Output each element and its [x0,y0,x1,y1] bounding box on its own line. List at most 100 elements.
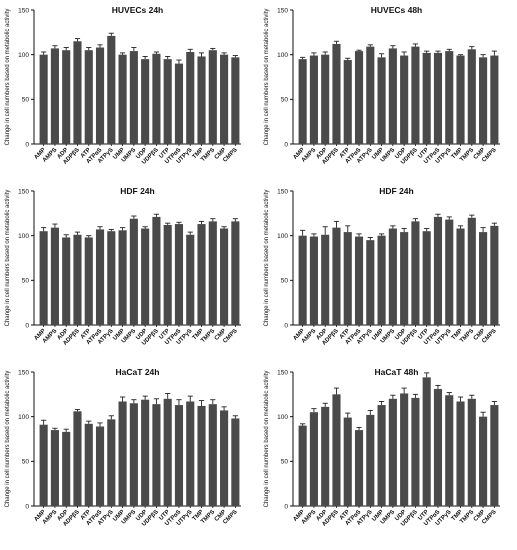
bar-ADP [62,431,71,506]
bar-UTP [422,231,431,325]
bar-UDP [141,59,150,145]
bar-CMPS [231,221,240,325]
bar-ATPγS [107,35,116,145]
bar-TMPS [467,217,476,325]
y-axis-label: Change in cell numbers based on metaboli… [5,9,11,146]
bar-ADPβS [73,234,82,325]
bar-UMP [377,405,386,506]
bar-UDP [400,55,409,145]
y-tick-label: 100 [18,233,29,240]
bar-CMPS [231,418,240,506]
bar-AMP [39,231,48,325]
bar-UTPγS [186,234,195,325]
y-tick-label: 50 [281,459,289,466]
y-tick-label: 0 [284,503,288,510]
bar-TMP [197,224,206,325]
y-tick-label: 100 [18,52,29,59]
bar-ATPαS [95,229,105,325]
bar-AMPS [309,412,318,506]
bar-UTPαS [433,216,443,325]
bar-TMP [456,55,465,145]
bar-ADPβS [73,411,82,506]
bar-UTP [422,377,431,506]
bar-ADP [62,50,71,145]
bar-UDPβS [152,216,161,325]
bar-ATPγS [366,240,375,325]
bar-ATP [84,50,93,145]
bar-UTPγS [186,51,195,145]
chart-panel-2: 0 50 100 150 HUVECs 48h Change in cell number… [264,5,500,166]
bar-CMPS [231,57,240,145]
bar-ADP [321,406,330,506]
y-axis-label: Change in cell numbers based on metaboli… [5,371,11,508]
bar-CMPS [490,225,499,325]
y-tick-label: 100 [277,52,288,59]
bar-UMP [118,230,127,325]
bar-CMP [220,228,229,325]
y-tick-label: 0 [25,503,29,510]
bar-ATPγS [366,46,375,145]
bar-TMPS [208,50,217,145]
bar-TMP [456,228,465,325]
y-tick-label: 0 [284,141,288,148]
y-tick-label: 0 [25,322,29,329]
chart-title: HDF 24h [379,186,413,196]
bar-CMP [479,416,488,506]
bar-ADP [321,234,330,325]
bar-TMP [197,405,206,506]
bar-UMPS [129,403,138,506]
y-tick-label: 50 [281,97,289,104]
bar-UMP [118,401,127,506]
bar-AMPS [50,48,59,145]
chart-title: HDF 24h [120,186,154,196]
bar-ADPβS [73,41,82,145]
bar-ATPγS [107,231,116,325]
bar-UTPγS [445,395,454,506]
bar-UTPαS [174,224,184,325]
y-tick-label: 150 [18,188,29,195]
bar-UTP [422,52,431,144]
bar-ATP [343,60,352,144]
bar-TMP [456,401,465,506]
bar-UMPS [388,228,397,325]
bar-UTPγS [445,219,454,325]
bar-AMPS [309,55,318,145]
y-tick-label: 50 [22,459,30,466]
y-tick-label: 150 [277,369,288,376]
bar-UMP [118,54,127,144]
bar-UTPαS [433,388,443,506]
chart-title: HUVECs 24h [112,5,164,15]
bar-UMPS [388,398,397,506]
bar-ADP [321,54,330,144]
chart-title: HaCaT 24h [116,367,160,377]
bar-TMPS [208,221,217,325]
bar-UTP [163,398,172,506]
bar-AMPS [309,236,318,325]
chart-title: HUVECs 48h [371,5,423,15]
bar-UDPβS [152,53,161,145]
bar-UDPβS [411,397,420,506]
y-tick-label: 100 [18,414,29,421]
bar-ADPβS [332,227,341,325]
bar-AMP [298,425,307,506]
y-tick-label: 50 [22,278,30,285]
bar-UMPS [388,48,397,145]
bar-CMPS [490,405,499,506]
bar-TMP [197,56,206,144]
bar-AMP [39,424,48,506]
bar-UDP [400,393,409,506]
y-tick-label: 0 [284,322,288,329]
chart-panel-5: 0 50 100 150 HaCaT 24h Change in cell numbers… [5,367,241,528]
chart-panel-1: 0 50 100 150 HUVECs 24h Change in cell number… [5,5,241,166]
y-tick-label: 50 [22,97,30,104]
bar-AMPS [50,430,59,506]
y-tick-label: 150 [18,369,29,376]
bar-TMPS [467,398,476,506]
bar-UMPS [129,218,138,325]
y-axis-label: Change in cell numbers based on metaboli… [264,9,270,146]
bar-UTPγS [186,401,195,506]
y-axis-label: Change in cell numbers based on metaboli… [5,190,11,327]
bar-ATPαS [354,51,364,144]
bar-ATPγS [366,414,375,506]
bar-UDPβS [411,46,420,145]
